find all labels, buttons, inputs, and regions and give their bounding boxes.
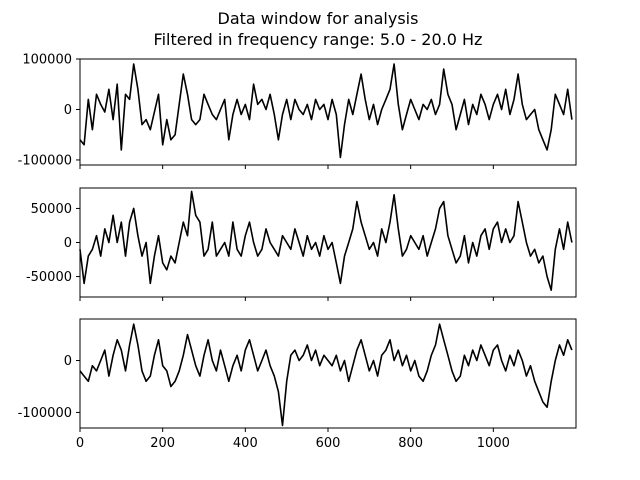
figure-title-line2: Filtered in frequency range: 5.0 - 20.0 … (154, 30, 483, 49)
x-tick-label-3-2: 200 (150, 436, 175, 451)
y-tick-label-3-2: -100000 (18, 406, 72, 421)
axes-frame-3 (79, 318, 577, 429)
subplots: 100000 0 -100000 50000 0 -50000 0 -100000 0 200 40… (18, 53, 577, 451)
subplot-2: 50000 0 -50000 (26, 187, 577, 301)
y-tick-label-1-1: 100000 (22, 53, 72, 68)
subplot-1: 100000 0 -100000 (18, 53, 577, 169)
series-line-2-1 (79, 190, 573, 291)
y-tick-label-2-3: -50000 (26, 270, 72, 285)
x-tick-label-3-6: 1000 (477, 436, 510, 451)
series-line-3-1 (79, 323, 573, 427)
x-tick-label-3-3: 400 (233, 436, 258, 451)
figure-title-line1: Data window for analysis (218, 9, 419, 28)
y-tick-label-3-1: 0 (64, 354, 72, 369)
series-line-1-1 (79, 63, 573, 159)
x-tick-label-3-5: 800 (398, 436, 423, 451)
y-tick-label-2-1: 50000 (31, 202, 72, 217)
y-tick-label-1-2: 0 (64, 103, 72, 118)
subplot-3: 0 -100000 0 200 400 600 800 1000 (18, 318, 577, 451)
x-tick-label-3-4: 600 (316, 436, 341, 451)
x-tick-label-3-1: 0 (76, 436, 84, 451)
y-tick-label-2-2: 0 (64, 236, 72, 251)
y-tick-label-1-3: -100000 (18, 153, 72, 168)
